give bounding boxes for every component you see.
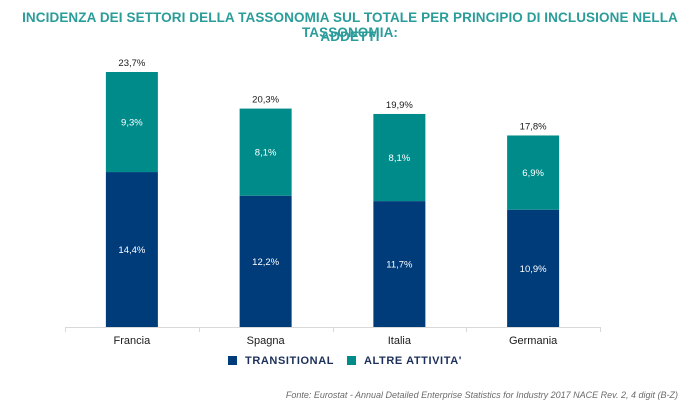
- category-label: Italia: [388, 335, 412, 347]
- legend-label-altre-attivita: ALTRE ATTIVITA': [364, 355, 462, 367]
- total-label: 17,8%: [520, 121, 547, 132]
- category-label: Francia: [114, 335, 152, 347]
- legend-item-altre-attivita: ALTRE ATTIVITA': [347, 355, 462, 367]
- source-note: Fonte: Eurostat - Annual Detailed Enterp…: [285, 390, 678, 400]
- bar-transitional-francia: [105, 172, 158, 327]
- bar-transitional-germania: [507, 209, 560, 327]
- data-label-altre-attivita: 8,1%: [389, 153, 411, 164]
- total-label: 20,3%: [252, 95, 279, 106]
- chart-title: INCIDENZA DEI SETTORI DELLA TASSONOMIA S…: [22, 10, 678, 40]
- bar-transitional-spagna: [239, 195, 292, 327]
- data-label-transitional: 11,7%: [386, 260, 413, 271]
- legend-item-transitional: TRANSITIONAL: [228, 355, 334, 367]
- bar-transitional-italia: [373, 201, 426, 327]
- data-label-transitional: 12,2%: [252, 257, 279, 268]
- data-label-altre-attivita: 9,3%: [121, 118, 143, 129]
- data-label-transitional: 14,4%: [118, 245, 145, 256]
- bar-altre-attivita-francia: [105, 72, 158, 173]
- bar-altre-attivita-italia: [373, 113, 426, 202]
- data-label-transitional: 10,9%: [520, 264, 547, 275]
- legend-swatch-altre-attivita: [347, 356, 356, 365]
- bar-altre-attivita-germania: [507, 135, 560, 210]
- data-label-altre-attivita: 8,1%: [255, 148, 277, 159]
- category-label: Germania: [509, 335, 558, 347]
- legend-swatch-transitional: [228, 356, 237, 365]
- chart-subtitle: ADDETTI: [320, 29, 380, 44]
- total-label: 19,9%: [386, 100, 413, 111]
- total-label: 23,7%: [118, 58, 145, 69]
- bar-altre-attivita-spagna: [239, 108, 292, 196]
- legend-label-transitional: TRANSITIONAL: [245, 355, 335, 367]
- category-label: Spagna: [247, 335, 286, 347]
- data-label-altre-attivita: 6,9%: [522, 168, 544, 179]
